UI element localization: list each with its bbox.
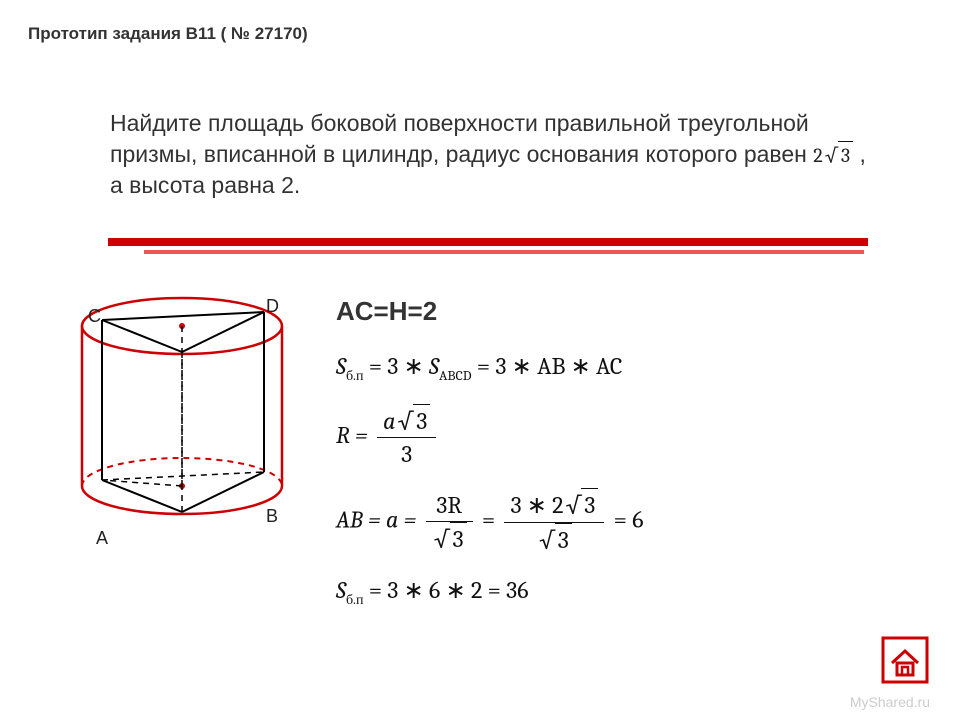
equations-block: Sб.п = 3 ∗ SABCD = 3 ∗ AB ∗ AC R = a√3 3… <box>336 340 644 628</box>
equation-line-4: Sб.п = 3 ∗ 6 ∗ 2 = 36 <box>336 574 644 610</box>
header-title: Прототип задания B11 ( № 27170) <box>28 24 308 43</box>
diagram-label-a: A <box>96 528 108 549</box>
divider <box>108 238 868 254</box>
home-icon[interactable] <box>880 635 930 690</box>
problem-text: Найдите площадь боковой поверхности прав… <box>110 108 870 201</box>
diagram-label-b: B <box>266 506 278 527</box>
problem-part1: Найдите площадь боковой поверхности прав… <box>110 110 813 167</box>
slide-header: Прототип задания B11 ( № 27170) <box>28 24 308 44</box>
prism-cylinder-diagram: A B C D <box>32 288 302 528</box>
diagram-svg <box>32 288 302 528</box>
equation-main: AC=H=2 <box>336 296 437 327</box>
equation-line-1: Sб.п = 3 ∗ SABCD = 3 ∗ AB ∗ AC <box>336 350 644 386</box>
radius-value: 2√3 <box>813 144 853 167</box>
watermark: MyShared.ru <box>850 694 930 710</box>
diagram-label-c: C <box>88 306 101 327</box>
diagram-label-d: D <box>266 296 279 317</box>
equation-line-2: R = a√3 3 <box>336 404 644 471</box>
equation-line-3: AB = a = 3R √3 = 3 ∗ 2√3 √3 = 6 <box>336 488 644 556</box>
